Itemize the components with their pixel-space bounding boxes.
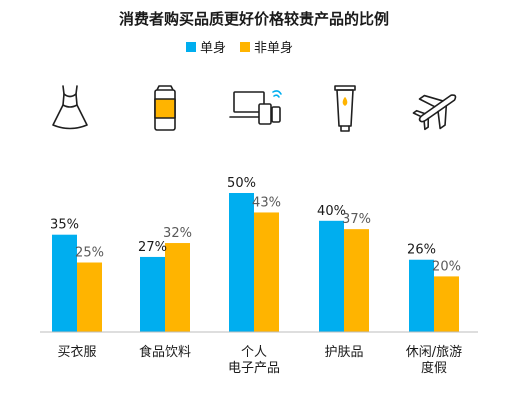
- category-label: 个人: [241, 345, 267, 360]
- category-label: 电子产品: [228, 361, 280, 376]
- bar-single: [229, 193, 254, 332]
- data-label: 37%: [342, 212, 371, 227]
- bar-single: [52, 234, 77, 332]
- data-label: 27%: [138, 240, 167, 255]
- data-label: 35%: [50, 218, 79, 233]
- category-label: 度假: [421, 360, 447, 376]
- value-labels: 35% 25% 27%32% 50% 43% 40%37% 26%20%: [50, 176, 461, 274]
- bar-non-single: [254, 212, 279, 332]
- dress-icon: [52, 85, 88, 130]
- legend-swatch: [240, 42, 250, 52]
- data-label: 26%: [407, 243, 436, 258]
- legend-swatch: [186, 42, 196, 52]
- drink-can-icon: [154, 85, 176, 131]
- skincare-tube-icon: [334, 85, 356, 132]
- data-label: 50%: [227, 176, 256, 191]
- category-label: 护肤品: [324, 345, 363, 360]
- bar-single: [140, 256, 165, 332]
- data-label: 20%: [432, 259, 461, 274]
- bars: [52, 193, 459, 332]
- legend-label: 单身: [200, 40, 226, 56]
- legend-label: 非单身: [254, 40, 293, 56]
- data-label: 25%: [75, 246, 104, 261]
- airplane-icon: [412, 94, 457, 131]
- electronic-devices-icon: [229, 90, 282, 125]
- chart-title: 消费者购买品质更好价格较贵产品的比例: [119, 10, 389, 28]
- bar-single: [409, 259, 434, 332]
- category-label: 食品饮料: [139, 344, 191, 360]
- data-label: 40%: [317, 204, 346, 219]
- legend: 单身 非单身: [186, 40, 293, 56]
- bar-non-single: [344, 229, 369, 332]
- bar-non-single: [165, 243, 190, 332]
- category-label: 买衣服: [57, 344, 96, 360]
- data-label: 32%: [163, 226, 192, 241]
- bar-single: [319, 220, 344, 332]
- bar-non-single: [77, 262, 102, 332]
- bar-non-single: [434, 276, 459, 332]
- data-label: 43%: [252, 195, 281, 210]
- category-label: 休闲/旅游: [406, 345, 462, 360]
